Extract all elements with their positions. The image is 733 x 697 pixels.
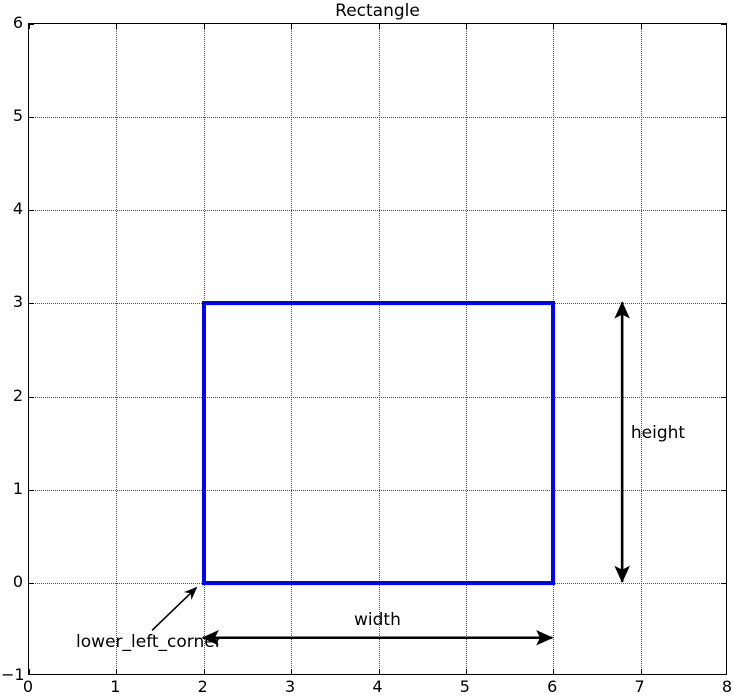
gridline-x-7 bbox=[640, 24, 642, 674]
xtick-bottom-3 bbox=[291, 669, 293, 674]
ytick-left-3 bbox=[29, 396, 34, 398]
gridline-y-3 bbox=[29, 396, 726, 398]
width-annotation-label: width bbox=[354, 610, 401, 631]
xtick-bottom-5 bbox=[465, 669, 467, 674]
xticklabel-5: 5 bbox=[459, 677, 470, 696]
xticklabel-6: 6 bbox=[547, 677, 558, 696]
xtick-top-3 bbox=[291, 24, 293, 29]
ytick-right-1 bbox=[721, 582, 726, 584]
ytick-right-7 bbox=[721, 24, 726, 25]
ytick-right-4 bbox=[721, 303, 726, 305]
xtick-top-6 bbox=[553, 24, 555, 29]
xtick-bottom-4 bbox=[378, 669, 380, 674]
gridline-x-3 bbox=[291, 24, 293, 674]
xticklabel-0: 0 bbox=[22, 677, 34, 696]
xtick-bottom-2 bbox=[203, 669, 205, 674]
gridline-x-1 bbox=[116, 24, 118, 674]
gridline-x-4 bbox=[378, 24, 380, 674]
ytick-right-5 bbox=[721, 210, 726, 212]
ytick-right-2 bbox=[721, 489, 726, 491]
ytick-left-5 bbox=[29, 210, 34, 212]
xtick-bottom-0 bbox=[29, 669, 30, 674]
xtick-bottom-1 bbox=[116, 669, 118, 674]
xtick-top-2 bbox=[203, 24, 205, 29]
yticklabel-7: 6 bbox=[12, 13, 23, 32]
xticklabel-8: 8 bbox=[721, 677, 733, 696]
xticklabel-7: 7 bbox=[634, 677, 645, 696]
xtick-bottom-7 bbox=[640, 669, 642, 674]
ytick-left-6 bbox=[29, 117, 34, 119]
gridline-x-5 bbox=[465, 24, 467, 674]
chart-title: Rectangle bbox=[335, 1, 420, 21]
ytick-left-7 bbox=[29, 24, 34, 25]
xtick-top-4 bbox=[378, 24, 380, 29]
rectangle-patch bbox=[201, 301, 556, 585]
yticklabel-3: 2 bbox=[12, 385, 23, 405]
ytick-right-6 bbox=[721, 117, 726, 119]
xtick-bottom-6 bbox=[553, 669, 555, 674]
yticklabel-2: 1 bbox=[12, 478, 23, 498]
xticklabel-3: 3 bbox=[285, 677, 296, 696]
yticklabel-6: 5 bbox=[12, 106, 23, 126]
ytick-right-3 bbox=[721, 396, 726, 398]
xticklabel-4: 4 bbox=[372, 677, 383, 696]
lower-left-corner-annotation-label: lower_left_corner bbox=[76, 632, 222, 653]
gridline-y-5 bbox=[29, 210, 726, 212]
xtick-top-1 bbox=[116, 24, 118, 29]
ytick-left-2 bbox=[29, 489, 34, 491]
xticklabel-1: 1 bbox=[110, 677, 121, 696]
xticklabel-2: 2 bbox=[197, 677, 208, 696]
xtick-top-5 bbox=[465, 24, 467, 29]
yticklabel-4: 3 bbox=[12, 292, 23, 312]
xtick-top-7 bbox=[640, 24, 642, 29]
yticklabel-5: 4 bbox=[12, 199, 23, 219]
xtick-top-0 bbox=[29, 24, 30, 29]
gridline-y-6 bbox=[29, 117, 726, 119]
plot-area bbox=[28, 23, 727, 675]
height-annotation-label: height bbox=[630, 422, 686, 443]
yticklabel-1: 0 bbox=[12, 571, 23, 591]
gridline-y-2 bbox=[29, 489, 726, 491]
ytick-left-4 bbox=[29, 303, 34, 305]
ytick-left-1 bbox=[29, 582, 34, 584]
yticklabel-0: −1 bbox=[1, 665, 25, 684]
